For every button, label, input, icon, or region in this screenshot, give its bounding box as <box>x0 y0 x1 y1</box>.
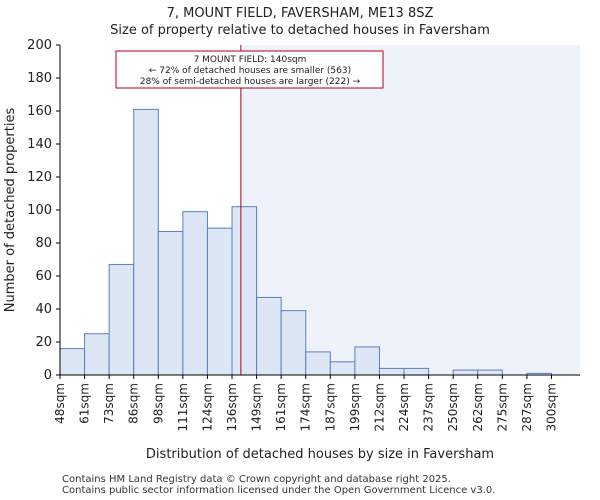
x-tick-label: 86sqm <box>127 383 141 424</box>
annotation-box <box>115 50 384 89</box>
histogram-bar <box>84 333 110 376</box>
histogram-bar <box>231 206 258 376</box>
x-tick-label: 187sqm <box>323 383 337 431</box>
y-tick-label: 200 <box>27 38 52 53</box>
annotation-larger: 28% of semi-detached houses are larger (… <box>140 77 361 87</box>
y-axis-label: Number of detached properties <box>3 108 18 313</box>
x-tick-label: 224sqm <box>397 383 411 431</box>
histogram-bar <box>256 296 282 376</box>
x-tick-label: 149sqm <box>250 383 264 431</box>
histogram-bar <box>133 108 159 376</box>
x-tick-label: 250sqm <box>446 383 460 431</box>
y-tick-label: 100 <box>27 203 52 218</box>
x-tick-label: 237sqm <box>422 383 436 431</box>
y-tick-label: 120 <box>27 170 52 185</box>
x-tick-label: 48sqm <box>53 383 67 424</box>
footer-line-1: Contains HM Land Registry data © Crown c… <box>62 474 451 485</box>
x-tick-label: 124sqm <box>200 383 214 431</box>
histogram-bar <box>59 348 86 376</box>
y-tick-label: 20 <box>35 335 52 350</box>
y-tick-label: 60 <box>35 269 52 284</box>
x-tick-label: 98sqm <box>151 383 165 424</box>
footer-line-2: Contains public sector information licen… <box>62 485 496 496</box>
x-tick-label: 174sqm <box>299 383 313 431</box>
y-tick-label: 160 <box>27 104 52 119</box>
x-tick-label: 287sqm <box>520 383 534 431</box>
histogram-bar <box>280 310 307 376</box>
x-tick-label: 300sqm <box>544 383 558 431</box>
x-axis-label: Distribution of detached houses by size … <box>146 447 494 462</box>
x-tick-label: 73sqm <box>102 383 116 424</box>
histogram-bar <box>157 230 184 376</box>
chart-subtitle: Size of property relative to detached ho… <box>110 23 490 38</box>
y-tick-label: 80 <box>35 236 52 251</box>
annotation-smaller: ← 72% of detached houses are smaller (56… <box>149 66 351 76</box>
chart-title: 7, MOUNT FIELD, FAVERSHAM, ME13 8SZ <box>166 6 434 21</box>
y-tick-label: 40 <box>35 302 52 317</box>
x-tick-label: 275sqm <box>495 383 509 431</box>
histogram-bar <box>477 369 503 376</box>
histogram-bar <box>403 367 430 376</box>
x-tick-label: 136sqm <box>225 383 239 431</box>
histogram-bar <box>108 263 135 376</box>
histogram-bar <box>182 211 208 376</box>
histogram-bar <box>206 227 233 376</box>
y-tick-label: 180 <box>27 71 52 86</box>
y-tick-label: 0 <box>44 368 52 383</box>
histogram-bar <box>329 361 356 376</box>
x-tick-label: 111sqm <box>176 383 190 431</box>
x-tick-label: 212sqm <box>372 383 386 431</box>
histogram-bar <box>354 346 380 376</box>
y-tick-label: 140 <box>27 137 52 152</box>
x-tick-label: 61sqm <box>78 383 92 424</box>
x-tick-label: 199sqm <box>348 383 362 431</box>
histogram-bar <box>452 369 479 376</box>
histogram-bar <box>305 351 331 376</box>
x-tick-label: 262sqm <box>471 383 485 431</box>
annotation-title: 7 MOUNT FIELD: 140sqm <box>194 55 307 65</box>
histogram-bar <box>378 367 405 376</box>
x-tick-label: 161sqm <box>274 383 288 431</box>
